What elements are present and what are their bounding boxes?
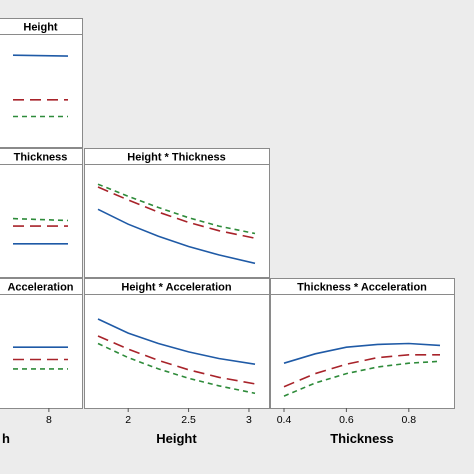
series-line-solid xyxy=(12,54,69,57)
plot-area xyxy=(0,294,83,409)
panel-title: Height * Thickness xyxy=(127,152,225,164)
panel-title: Height xyxy=(23,22,58,34)
x-axis-label: Height xyxy=(156,431,197,446)
panel-title: Height * Acceleration xyxy=(121,282,232,294)
series-line-solid xyxy=(283,342,441,364)
panel-title: Thickness xyxy=(14,152,68,164)
plot-area xyxy=(84,164,270,278)
panel-thickness: Thickness xyxy=(0,148,83,278)
series-line-short xyxy=(283,360,441,397)
plot-area xyxy=(0,34,83,148)
series-line-long xyxy=(97,186,256,239)
panel-title: Thickness * Acceleration xyxy=(297,282,427,294)
x-tick-label: 2.5 xyxy=(181,414,196,426)
x-tick-label: 0.6 xyxy=(339,414,354,426)
series-line-solid xyxy=(97,318,256,365)
x-tick-label: 2 xyxy=(125,414,131,426)
x-tick-label: 8 xyxy=(46,414,52,426)
panel-thickness-acceleration: Thickness * Acceleration 0.4 0.6 0.8 Thickne… xyxy=(270,278,455,446)
x-tick-label: 0.8 xyxy=(401,414,416,426)
series-line-long xyxy=(97,335,256,385)
series-line-solid xyxy=(97,208,256,265)
plot-area xyxy=(84,294,270,409)
series-line-short xyxy=(97,342,256,395)
x-tick-label: 0.4 xyxy=(277,414,292,426)
x-tick-label: 3 xyxy=(246,414,252,426)
x-axis-label-cropped: h xyxy=(2,431,10,446)
panel-height-thickness: Height * Thickness xyxy=(84,148,270,278)
panel-acceleration: Acceleration 8 xyxy=(0,278,83,426)
series-line-short xyxy=(97,183,256,235)
series-line-short xyxy=(12,217,69,222)
x-axis-label: Thickness xyxy=(330,431,394,446)
panel-title: Acceleration xyxy=(7,282,73,294)
panel-height-acceleration: Height * Acceleration 2 2.5 3 Height xyxy=(84,278,270,446)
plot-area xyxy=(0,164,83,278)
panel-height: Height xyxy=(0,18,83,148)
plot-area xyxy=(270,294,455,409)
